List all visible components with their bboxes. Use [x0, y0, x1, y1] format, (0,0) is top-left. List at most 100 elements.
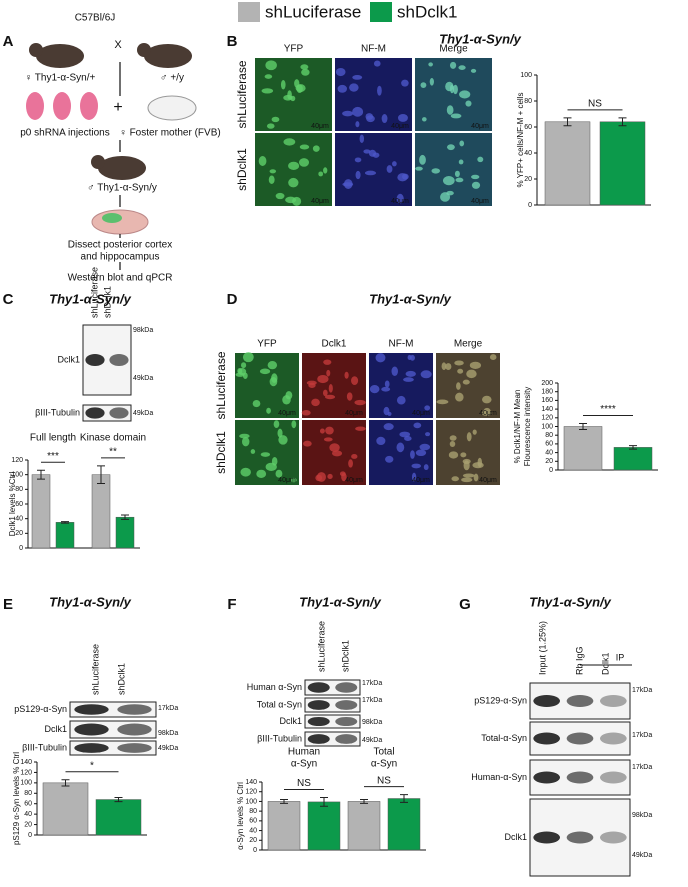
column-label: Dclk1	[321, 339, 346, 350]
column-label: YFP	[284, 44, 304, 55]
y-tick-label: 40	[524, 150, 532, 157]
category-label: α-Syn	[291, 759, 317, 770]
cell	[264, 74, 273, 79]
y-axis-label: α-Syn levels % Ctrl	[236, 782, 245, 850]
blot-label: Total-α-Syn	[481, 733, 527, 743]
cell	[401, 79, 409, 87]
label: p0 shRNA injections	[20, 128, 110, 139]
cell	[341, 472, 347, 482]
significance-label: ***	[47, 451, 59, 462]
y-tick-label: 180	[541, 389, 553, 396]
cell	[411, 472, 417, 482]
category-label: α-Syn	[371, 759, 397, 770]
y-tick-label: 80	[24, 790, 32, 797]
cell	[419, 154, 426, 165]
scale-bar: 40μm	[391, 123, 409, 130]
lane-label: shDclk1	[102, 286, 112, 318]
scale-bar: 40μm	[311, 123, 329, 130]
cell	[301, 68, 310, 76]
cell	[455, 177, 464, 183]
band	[307, 716, 330, 727]
cell	[460, 452, 467, 458]
y-tick-label: 60	[15, 501, 23, 508]
cell	[291, 420, 297, 429]
cell	[260, 452, 271, 457]
cell	[459, 90, 471, 99]
y-tick-label: 40	[545, 449, 553, 456]
cell	[349, 83, 359, 92]
significance-label: **	[109, 447, 117, 458]
cell	[267, 361, 278, 370]
cell	[449, 435, 457, 441]
micrograph	[415, 58, 492, 131]
y-tick-label: 20	[524, 176, 532, 183]
cell	[387, 411, 392, 416]
y-tick-label: 40	[15, 516, 23, 523]
band	[335, 716, 358, 727]
lane-label: shDclk1	[116, 663, 126, 695]
cell	[461, 477, 473, 483]
cell	[405, 370, 416, 377]
cell	[466, 369, 477, 379]
error-bar	[121, 514, 129, 520]
cell	[415, 449, 427, 457]
panel-title: Thy1-α-Syn/y	[529, 594, 612, 609]
cell	[369, 385, 380, 394]
cell	[269, 376, 278, 387]
panel-title: Thy1-α-Syn/y	[439, 31, 522, 46]
scale-bar: 40μm	[412, 477, 430, 484]
bar	[347, 801, 381, 851]
cell	[335, 67, 346, 77]
cell	[377, 85, 382, 96]
cell	[352, 74, 363, 80]
cell	[275, 192, 285, 200]
bar	[307, 801, 341, 851]
cell	[295, 84, 306, 93]
cell	[446, 190, 454, 196]
blot-label: pS129-α-Syn	[474, 695, 527, 705]
y-tick-label: 40	[249, 827, 257, 834]
y-tick-label: 100	[11, 472, 23, 479]
cell	[325, 426, 334, 435]
y-tick-label: 160	[541, 397, 553, 404]
panel-title: Thy1-α-Syn/y	[299, 594, 382, 609]
y-tick-label: 20	[249, 837, 257, 844]
cell	[344, 371, 349, 379]
cell	[419, 443, 431, 451]
y-tick-label: 100	[245, 798, 257, 805]
cell	[472, 462, 484, 469]
cell	[455, 392, 464, 402]
y-tick-label: 0	[549, 467, 553, 474]
error-bar	[97, 465, 105, 484]
bar	[599, 121, 646, 206]
label: ♂ Thy1-α-Syn/y	[87, 183, 157, 194]
cell	[288, 177, 299, 188]
marker-label: 17kDa	[158, 705, 178, 712]
cell	[397, 114, 408, 122]
error-bar	[61, 779, 70, 787]
cell	[392, 161, 397, 167]
cell	[351, 376, 359, 385]
band	[307, 682, 330, 693]
cell	[456, 382, 461, 390]
cell	[290, 477, 297, 483]
column-label: NF-M	[389, 339, 414, 350]
label: ♀ Foster mother (FVB)	[119, 128, 220, 139]
error-bar	[37, 469, 45, 480]
cell	[351, 453, 358, 459]
marker-label: 49kDa	[133, 410, 153, 417]
cell	[319, 428, 325, 434]
cell	[469, 361, 482, 369]
y-tick-label: 100	[541, 423, 553, 430]
micrograph	[415, 133, 492, 206]
cell	[346, 392, 353, 401]
category-label: Full length	[30, 433, 76, 444]
cell	[265, 462, 277, 472]
cell	[376, 436, 386, 446]
band	[74, 743, 109, 753]
cell	[299, 158, 310, 167]
y-tick-label: 0	[19, 545, 23, 552]
cell	[352, 106, 364, 117]
label: ♀ Thy1-α-Syn/+	[25, 73, 96, 84]
cell	[323, 437, 333, 442]
